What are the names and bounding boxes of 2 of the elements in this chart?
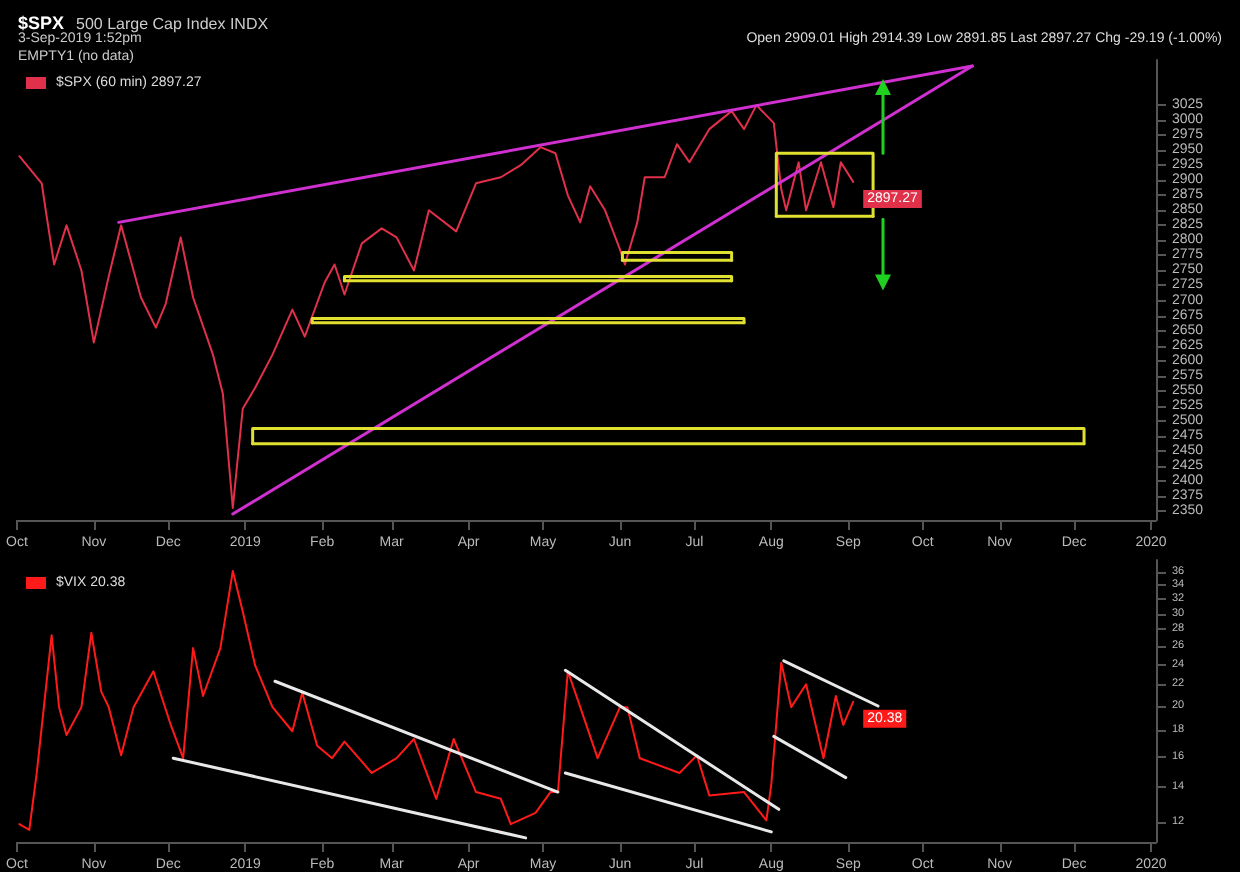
chart-subtitle: 500 Large Cap Index INDX: [76, 15, 270, 33]
chart-title: $SPX: [18, 13, 65, 33]
